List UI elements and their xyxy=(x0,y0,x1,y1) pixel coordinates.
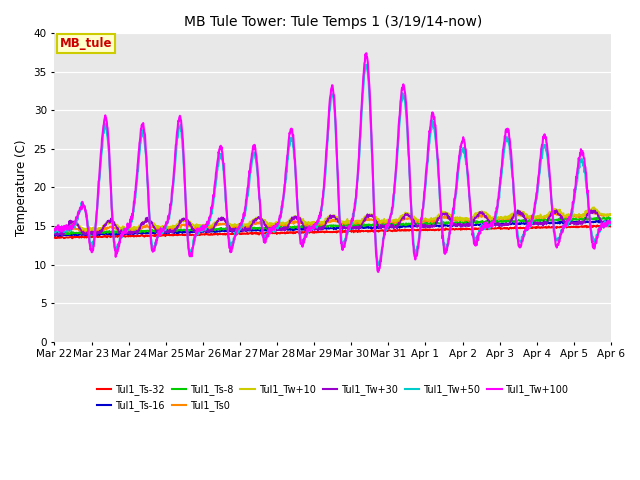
Line: Tul1_Ts-8: Tul1_Ts-8 xyxy=(54,217,611,235)
Tul1_Ts-16 xyxy=(596,218,604,224)
Tul1_Tw+10 xyxy=(51,227,58,233)
Tul1_Tw+30 xyxy=(308,228,316,233)
Tul1_Tw+10 xyxy=(607,211,615,217)
Tul1_Ts0 xyxy=(607,212,615,217)
Tul1_Ts-32 xyxy=(593,222,601,228)
Tul1_Tw+10 xyxy=(308,220,316,226)
Tul1_Ts-8 xyxy=(605,214,612,220)
Tul1_Tw+10 xyxy=(58,228,66,234)
Tul1_Ts0 xyxy=(299,219,307,225)
Line: Tul1_Tw+100: Tul1_Tw+100 xyxy=(54,53,611,272)
Tul1_Tw+30 xyxy=(116,229,124,235)
Tul1_Ts-32 xyxy=(287,230,295,236)
Tul1_Ts0 xyxy=(287,219,295,225)
Tul1_Tw+50 xyxy=(368,138,376,144)
Tul1_Ts-8 xyxy=(607,216,615,221)
Tul1_Ts-32 xyxy=(68,236,76,241)
Tul1_Tw+50 xyxy=(376,262,383,268)
Tul1_Tw+30 xyxy=(51,230,58,236)
Tul1_Tw+10 xyxy=(287,216,295,222)
Tul1_Ts0 xyxy=(368,216,376,222)
Tul1_Tw+100 xyxy=(368,133,376,139)
Tul1_Ts-8 xyxy=(368,222,376,228)
Tul1_Tw+30 xyxy=(368,213,376,219)
Tul1_Tw+100 xyxy=(287,127,294,132)
Tul1_Tw+50 xyxy=(607,221,615,227)
Tul1_Tw+50 xyxy=(298,238,306,244)
Tul1_Tw+100 xyxy=(93,198,101,204)
Tul1_Ts0 xyxy=(308,220,316,226)
Text: MB_tule: MB_tule xyxy=(60,37,113,50)
Tul1_Ts-8 xyxy=(94,229,102,235)
Tul1_Ts0 xyxy=(94,228,102,233)
Tul1_Tw+50 xyxy=(308,226,316,232)
Line: Tul1_Tw+10: Tul1_Tw+10 xyxy=(54,207,611,231)
Line: Tul1_Tw+50: Tul1_Tw+50 xyxy=(54,65,611,265)
Tul1_Ts0 xyxy=(51,229,58,235)
Tul1_Tw+100 xyxy=(298,241,306,247)
Tul1_Ts-32 xyxy=(308,230,316,236)
Tul1_Tw+50 xyxy=(362,62,370,68)
Tul1_Ts0 xyxy=(586,209,594,215)
Tul1_Ts-32 xyxy=(51,235,58,240)
Tul1_Tw+100 xyxy=(308,225,316,230)
Tul1_Ts-16 xyxy=(116,231,124,237)
Tul1_Ts-16 xyxy=(94,231,102,237)
Tul1_Ts-8 xyxy=(308,223,316,229)
Legend: Tul1_Ts-32, Tul1_Ts-16, Tul1_Ts-8, Tul1_Ts0, Tul1_Tw+10, Tul1_Tw+30, Tul1_Tw+50,: Tul1_Ts-32, Tul1_Ts-16, Tul1_Ts-8, Tul1_… xyxy=(93,381,572,415)
Line: Tul1_Ts0: Tul1_Ts0 xyxy=(54,212,611,233)
Y-axis label: Temperature (C): Temperature (C) xyxy=(15,139,28,236)
Tul1_Ts0 xyxy=(116,227,124,232)
Tul1_Tw+50 xyxy=(93,203,101,208)
Tul1_Tw+50 xyxy=(51,229,58,235)
Tul1_Ts-16 xyxy=(51,233,59,239)
Tul1_Ts-16 xyxy=(368,225,376,230)
Tul1_Ts-32 xyxy=(116,234,124,240)
Tul1_Ts-8 xyxy=(86,232,94,238)
Tul1_Ts0 xyxy=(54,230,61,236)
Tul1_Ts-32 xyxy=(607,224,615,229)
Tul1_Ts-32 xyxy=(94,233,102,239)
Tul1_Tw+10 xyxy=(368,212,376,218)
Line: Tul1_Ts-32: Tul1_Ts-32 xyxy=(54,225,611,239)
Line: Tul1_Tw+30: Tul1_Tw+30 xyxy=(54,210,611,236)
Title: MB Tule Tower: Tule Temps 1 (3/19/14-now): MB Tule Tower: Tule Temps 1 (3/19/14-now… xyxy=(184,15,482,29)
Tul1_Tw+30 xyxy=(92,233,99,239)
Tul1_Ts-32 xyxy=(299,229,307,235)
Tul1_Ts-16 xyxy=(607,218,615,224)
Tul1_Tw+100 xyxy=(607,220,615,226)
Tul1_Tw+50 xyxy=(116,234,124,240)
Tul1_Ts-32 xyxy=(368,228,376,234)
Tul1_Ts-8 xyxy=(287,225,295,230)
Tul1_Ts-8 xyxy=(116,228,124,234)
Tul1_Tw+10 xyxy=(299,217,307,223)
Tul1_Tw+30 xyxy=(299,220,307,226)
Tul1_Tw+100 xyxy=(374,269,382,275)
Tul1_Ts-8 xyxy=(299,223,307,228)
Tul1_Ts-16 xyxy=(308,225,316,231)
Tul1_Tw+30 xyxy=(94,229,102,235)
Tul1_Tw+100 xyxy=(51,227,58,232)
Tul1_Tw+50 xyxy=(287,137,294,143)
Tul1_Ts-16 xyxy=(299,227,307,232)
Tul1_Ts-16 xyxy=(287,227,295,232)
Line: Tul1_Ts-16: Tul1_Ts-16 xyxy=(54,221,611,236)
Tul1_Tw+30 xyxy=(607,218,615,224)
Tul1_Tw+10 xyxy=(116,225,124,231)
Tul1_Ts-8 xyxy=(51,231,58,237)
Tul1_Tw+10 xyxy=(94,226,102,231)
Tul1_Tw+10 xyxy=(589,204,597,210)
Tul1_Tw+30 xyxy=(514,207,522,213)
Tul1_Tw+100 xyxy=(362,50,370,56)
Tul1_Tw+30 xyxy=(287,217,295,223)
Tul1_Ts-16 xyxy=(51,232,58,238)
Tul1_Tw+100 xyxy=(116,236,124,241)
